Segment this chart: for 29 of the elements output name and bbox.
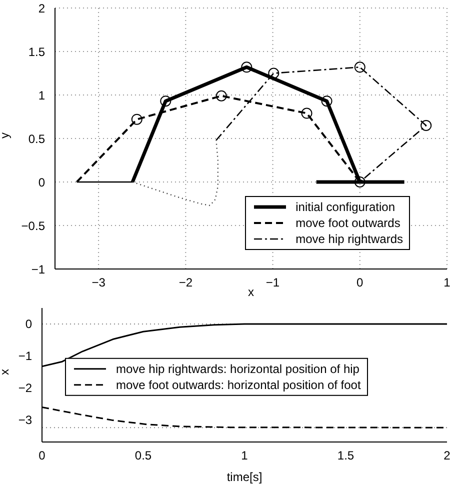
y-tick-label: −3 [18, 412, 32, 427]
x-tick-label: 0 [356, 276, 364, 290]
y-tick-label: −1 [31, 262, 46, 276]
x-tick-label: 0.5 [134, 448, 152, 463]
legend-label: initial configuration [296, 199, 396, 215]
y-tick-label: 1.5 [28, 44, 46, 59]
y-tick-label: 1 [38, 88, 46, 102]
x-tick-label: 2 [444, 448, 450, 463]
x-axis-title: time[s] [226, 470, 262, 484]
legend-label: move foot outwards [296, 215, 400, 231]
y-axis-title: x [0, 369, 12, 375]
x-tick-label: −3 [92, 276, 106, 290]
x-tick-label: 1 [241, 448, 248, 463]
x-axis-title: x [248, 285, 254, 299]
x-tick-label: 1 [444, 276, 450, 290]
x-tick-label: −2 [178, 276, 193, 290]
y-tick-label: 2 [38, 1, 46, 16]
y-tick-label: −1 [18, 349, 32, 364]
y-tick-label: 0.5 [28, 132, 46, 146]
legend-label: move hip rightwards [296, 231, 403, 247]
x-tick-label: 1.5 [337, 448, 354, 463]
y-tick-label: 0 [25, 317, 32, 332]
y-tick-label: −0.5 [21, 218, 46, 233]
legend-label: move hip rightwards: horizontal position of hip [116, 360, 360, 377]
y-axis-title: y [0, 132, 12, 138]
y-tick-label: −2 [18, 381, 32, 396]
legend-label: move foot outwards: horizontal position of foot [116, 376, 361, 393]
x-tick-label: −1 [266, 276, 280, 290]
y-tick-label: 0 [38, 175, 46, 190]
